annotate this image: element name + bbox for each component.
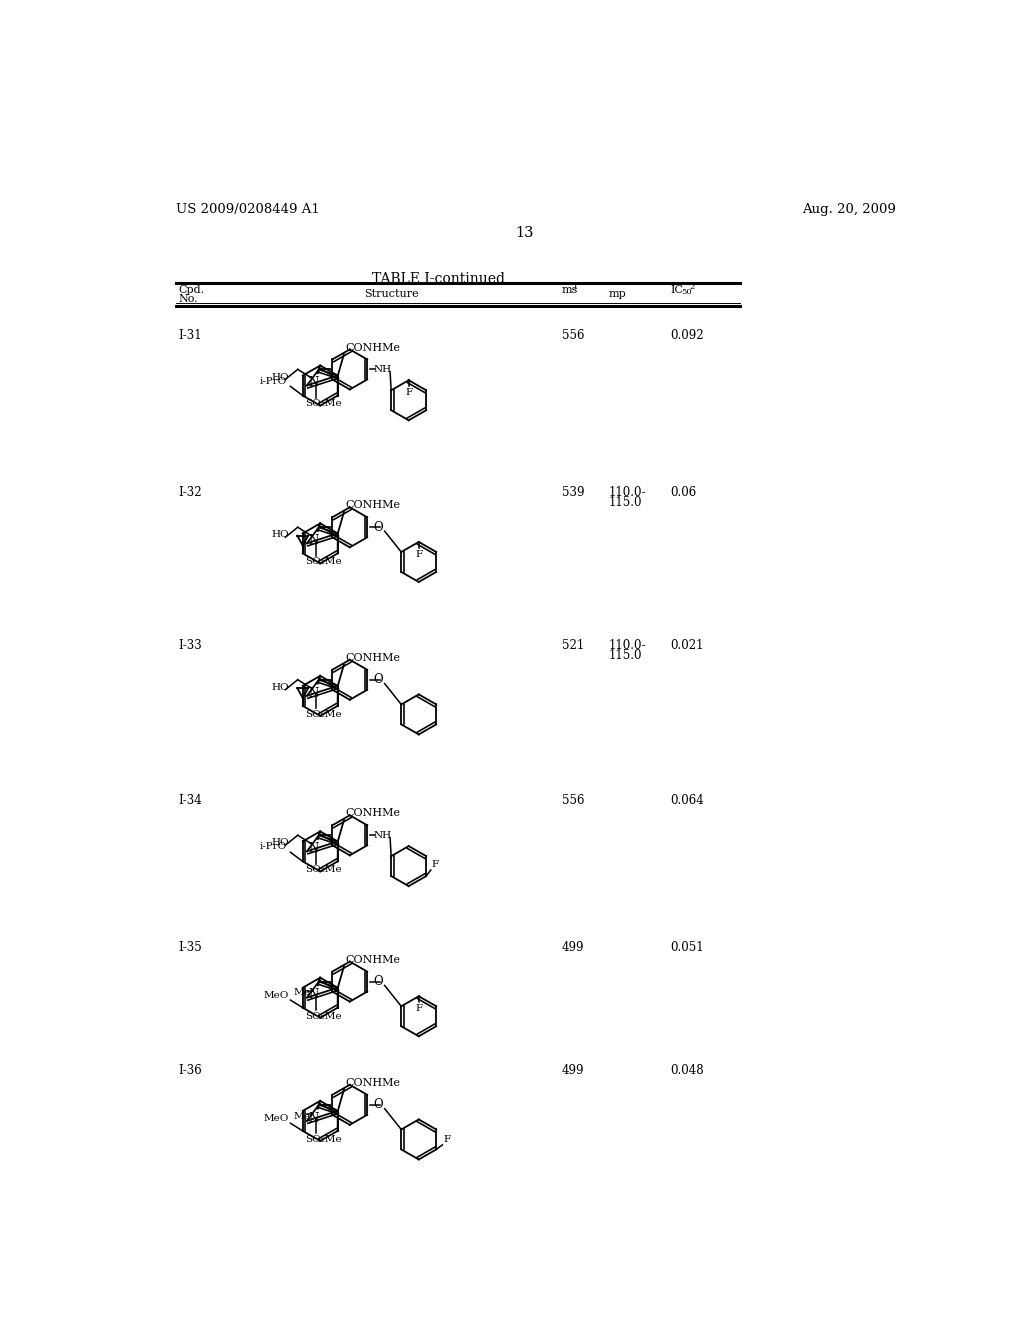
Text: NH: NH [373,364,391,374]
Text: Structure: Structure [365,289,419,300]
Text: N: N [309,842,319,855]
Text: No.: No. [178,294,198,304]
Text: CONHMe: CONHMe [345,653,400,663]
Text: HO: HO [271,682,289,692]
Text: 0.051: 0.051 [671,941,705,954]
Text: N: N [309,686,319,700]
Text: mp: mp [608,289,627,300]
Text: Aug. 20, 2009: Aug. 20, 2009 [802,203,896,216]
Text: i-PrO: i-PrO [260,376,288,385]
Text: Cpd.: Cpd. [178,285,205,294]
Text: US 2009/0208449 A1: US 2009/0208449 A1 [176,203,319,216]
Text: i-PrO: i-PrO [260,842,288,851]
Text: 0.048: 0.048 [671,1064,705,1077]
Text: 556: 556 [562,329,585,342]
Text: 0.06: 0.06 [671,487,696,499]
Text: CONHMe: CONHMe [345,808,400,818]
Text: HO: HO [271,531,289,540]
Text: CONHMe: CONHMe [345,1078,400,1088]
Text: F: F [406,388,413,397]
Text: I-35: I-35 [178,941,202,954]
Text: CONHMe: CONHMe [345,954,400,965]
Text: 0.092: 0.092 [671,329,705,342]
Text: HO: HO [271,372,289,381]
Text: TABLE I-continued: TABLE I-continued [372,272,505,286]
Text: I-33: I-33 [178,639,202,652]
Text: 110.0-: 110.0- [608,639,646,652]
Text: O: O [373,673,383,686]
Text: 521: 521 [562,639,585,652]
Text: I-36: I-36 [178,1064,202,1077]
Text: SO₂Me: SO₂Me [305,866,342,874]
Text: 13: 13 [515,226,535,240]
Text: O: O [373,521,383,533]
Text: CONHMe: CONHMe [345,500,400,511]
Text: 499: 499 [562,1064,585,1077]
Text: I-32: I-32 [178,487,202,499]
Text: SO₂Me: SO₂Me [305,1011,342,1020]
Text: O: O [373,975,383,989]
Text: 556: 556 [562,795,585,808]
Text: CONHMe: CONHMe [345,343,400,352]
Text: N: N [309,376,319,389]
Text: 1: 1 [572,284,579,292]
Text: MeO: MeO [263,991,289,1001]
Text: 115.0: 115.0 [608,496,642,510]
Text: N: N [309,535,319,548]
Text: SO₂Me: SO₂Me [305,1135,342,1143]
Text: F: F [443,1135,451,1144]
Text: O: O [373,1098,383,1111]
Text: 115.0: 115.0 [608,649,642,661]
Text: N: N [309,1111,319,1125]
Text: HO: HO [271,838,289,847]
Text: F: F [415,1005,422,1012]
Text: 499: 499 [562,941,585,954]
Text: 110.0-: 110.0- [608,487,646,499]
Text: SO₂Me: SO₂Me [305,400,342,408]
Text: I-34: I-34 [178,795,202,808]
Text: 50: 50 [681,288,692,296]
Text: ms: ms [562,285,579,294]
Text: 0.021: 0.021 [671,639,705,652]
Text: Me: Me [293,1111,310,1121]
Text: 2: 2 [689,284,694,292]
Text: NH: NH [373,830,391,840]
Text: I-31: I-31 [178,329,202,342]
Text: F: F [415,549,422,558]
Text: Me: Me [293,989,310,998]
Text: SO₂Me: SO₂Me [305,710,342,718]
Text: SO₂Me: SO₂Me [305,557,342,566]
Text: N: N [309,989,319,1002]
Text: 539: 539 [562,487,585,499]
Text: IC: IC [671,285,683,294]
Text: MeO: MeO [263,1114,289,1123]
Text: F: F [431,861,438,869]
Text: 0.064: 0.064 [671,795,705,808]
